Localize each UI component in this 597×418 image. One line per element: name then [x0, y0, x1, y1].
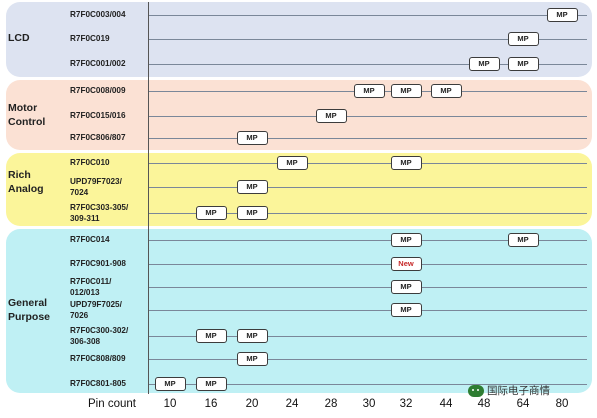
group-label: General Purpose	[8, 297, 51, 323]
status-badge: MP	[276, 156, 308, 170]
row-line	[148, 15, 587, 16]
status-badge: MP	[546, 8, 578, 22]
row-label: R7F0C300-302/ 306-308	[70, 326, 129, 346]
wechat-icon	[468, 384, 484, 397]
status-badge: MP	[468, 57, 500, 71]
row-label: R7F0C806/807	[70, 133, 126, 142]
status-badge: MP	[195, 206, 227, 220]
status-badge: MP	[236, 329, 268, 343]
status-badge: MP	[195, 377, 227, 391]
status-badge: MP	[390, 233, 422, 247]
x-tick-label: 30	[362, 398, 376, 410]
status-badge: MP	[236, 131, 268, 145]
status-badge: MP	[390, 303, 422, 317]
row-line	[148, 359, 587, 360]
group-label: LCD	[8, 32, 30, 44]
row-line	[148, 163, 587, 164]
group-label: Rich Analog	[8, 169, 44, 195]
x-tick-label: 24	[285, 398, 299, 410]
status-badge: New	[390, 257, 422, 271]
x-tick-label: 10	[163, 398, 177, 410]
status-badge: MP	[390, 156, 422, 170]
x-tick-label: 80	[555, 398, 569, 410]
x-tick-label: 32	[399, 398, 413, 410]
row-label: R7F0C014	[70, 235, 110, 244]
row-label: R7F0C019	[70, 34, 110, 43]
status-badge: MP	[154, 377, 186, 391]
status-badge: MP	[507, 32, 539, 46]
status-badge: MP	[390, 280, 422, 294]
row-line	[148, 213, 587, 214]
axis-line	[148, 2, 149, 394]
row-line	[148, 240, 587, 241]
row-line	[148, 64, 587, 65]
row-label: R7F0C303-305/ 309-311	[70, 203, 129, 223]
row-line	[148, 116, 587, 117]
row-line	[148, 384, 587, 385]
row-line	[148, 187, 587, 188]
row-line	[148, 138, 587, 139]
status-badge: MP	[236, 180, 268, 194]
status-badge: MP	[507, 57, 539, 71]
group-band	[6, 229, 592, 393]
x-tick-label: 20	[245, 398, 259, 410]
x-tick-label: 44	[439, 398, 453, 410]
status-badge: MP	[236, 352, 268, 366]
x-tick-label: 48	[477, 398, 491, 410]
watermark: 国际电子商情	[468, 383, 550, 398]
status-badge: MP	[430, 84, 462, 98]
x-tick-label: 16	[204, 398, 218, 410]
row-line	[148, 287, 587, 288]
status-badge: MP	[390, 84, 422, 98]
row-label: R7F0C015/016	[70, 111, 126, 120]
x-tick-label: 64	[516, 398, 530, 410]
watermark-text: 国际电子商情	[487, 385, 550, 397]
row-line	[148, 39, 587, 40]
row-label: UPD79F7025/ 7026	[70, 300, 122, 320]
status-badge: MP	[236, 206, 268, 220]
row-label: R7F0C008/009	[70, 86, 126, 95]
x-axis-label: Pin count	[88, 398, 136, 410]
row-label: R7F0C003/004	[70, 10, 126, 19]
row-label: R7F0C001/002	[70, 59, 126, 68]
row-line	[148, 310, 587, 311]
row-label: R7F0C801-805	[70, 379, 126, 388]
row-label: UPD79F7023/ 7024	[70, 177, 122, 197]
row-line	[148, 264, 587, 265]
status-badge: MP	[507, 233, 539, 247]
row-label: R7F0C901-908	[70, 259, 126, 268]
status-badge: MP	[195, 329, 227, 343]
x-tick-label: 28	[324, 398, 338, 410]
row-label: R7F0C808/809	[70, 354, 126, 363]
status-badge: MP	[315, 109, 347, 123]
row-line	[148, 336, 587, 337]
row-label: R7F0C011/ 012/013	[70, 277, 112, 297]
row-label: R7F0C010	[70, 158, 110, 167]
group-label: Motor Control	[8, 102, 46, 128]
status-badge: MP	[353, 84, 385, 98]
